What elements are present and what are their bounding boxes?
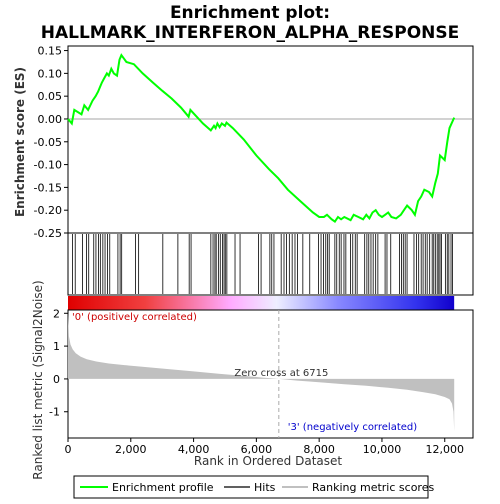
metric-y-tick-label: 2 <box>53 307 60 320</box>
es-y-tick-label: 0.05 <box>38 90 63 103</box>
metric-y-tick-label: -1 <box>49 406 60 419</box>
legend: Enrichment profile Hits Ranking metric s… <box>73 475 434 499</box>
negative-correlation-label: '3' (negatively correlated) <box>288 422 417 433</box>
es-y-tick-label: 0.10 <box>38 67 63 80</box>
ranking-color-bar <box>68 296 455 310</box>
metric-x-axis-label: Rank in Ordered Dataset <box>194 454 342 468</box>
legend-label-enrichment: Enrichment profile <box>112 481 214 494</box>
metric-x-tick-label: 12,000 <box>425 443 464 456</box>
metric-x-tick-label: 0 <box>65 443 72 456</box>
es-y-tick-label: -0.15 <box>34 181 62 194</box>
metric-y-tick-label: 0 <box>53 373 60 386</box>
metric-x-tick-label: 6,000 <box>241 443 273 456</box>
legend-frame <box>73 475 429 499</box>
es-y-axis: -0.25 -0.20 -0.15 -0.10 -0.05 0.00 0.05 0.10 0.1… <box>34 45 68 240</box>
metric-y-axis: -1 0 1 2 <box>49 307 68 419</box>
positive-correlation-label: '0' (positively correlated) <box>72 312 197 323</box>
metric-x-tick-label: 2,000 <box>115 443 147 456</box>
enrichment-profile-line <box>67 53 456 224</box>
es-y-tick-label: -0.25 <box>34 227 62 240</box>
zero-cross-label: Zero cross at 6715 <box>234 368 328 379</box>
metric-x-tick-label: 4,000 <box>178 443 210 456</box>
metric-x-tick-label: 10,000 <box>363 443 402 456</box>
es-y-tick-label: -0.05 <box>34 136 62 149</box>
hits-panel-frame <box>67 232 474 296</box>
ranking-gradient-bar <box>68 296 455 310</box>
hits-panel <box>67 232 474 296</box>
ranking-metric-area <box>68 313 455 432</box>
es-panel-frame <box>67 45 474 234</box>
chart-title-line2: HALLMARK_INTERFERON_ALPHA_RESPONSE <box>41 23 460 43</box>
hit-markers <box>71 234 453 294</box>
legend-label-ranking: Ranking metric scores <box>312 481 434 494</box>
metric-x-axis: 0 2,000 4,000 6,000 8,000 10,000 12,000 <box>65 438 464 456</box>
es-y-tick-label: -0.20 <box>34 204 62 217</box>
metric-y-tick-label: 1 <box>53 340 60 353</box>
legend-label-hits: Hits <box>254 481 276 494</box>
es-y-tick-label: 0.15 <box>38 45 63 58</box>
chart-title-line1: Enrichment plot: <box>170 3 330 23</box>
metric-x-tick-label: 8,000 <box>303 443 335 456</box>
enrichment-score-panel: -0.25 -0.20 -0.15 -0.10 -0.05 0.00 0.05 0.10 0.1… <box>13 45 474 240</box>
es-y-tick-label: -0.10 <box>34 159 62 172</box>
es-y-tick-label: 0.00 <box>38 113 63 126</box>
metric-y-axis-label: Ranked list metric (Signal2Noise) <box>31 280 45 479</box>
es-y-axis-label: Enrichment score (ES) <box>13 67 27 217</box>
